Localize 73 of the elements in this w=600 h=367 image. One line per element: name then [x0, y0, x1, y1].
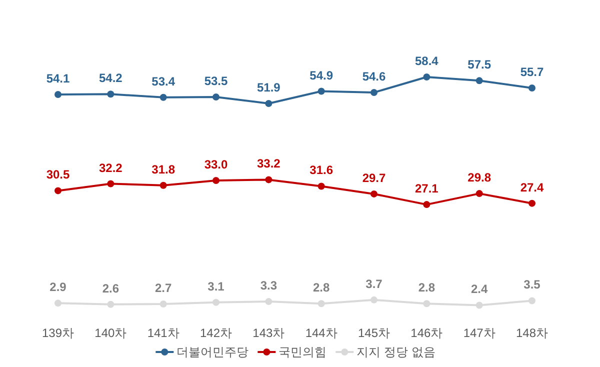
point [528, 84, 536, 92]
point [212, 93, 220, 100]
point [370, 296, 378, 304]
data-label: 2.4 [470, 282, 488, 296]
point [54, 187, 62, 194]
x-tick-label: 146차 [410, 326, 443, 340]
point [476, 190, 483, 198]
point [476, 302, 483, 309]
data-label: 29.8 [468, 170, 492, 185]
x-tick-label: 148차 [516, 326, 548, 340]
point [107, 300, 114, 308]
point [160, 300, 167, 308]
x-tick-label: 141차 [147, 326, 180, 340]
data-label: 2.8 [312, 280, 330, 295]
point [54, 91, 62, 98]
data-label: 29.7 [362, 170, 386, 185]
point [265, 100, 272, 107]
point [212, 298, 220, 306]
point [318, 300, 325, 308]
data-label: 32.2 [98, 160, 123, 175]
legend-label: 지지 정당 없음 [356, 345, 436, 359]
data-label: 33.0 [204, 158, 228, 172]
data-label: 31.6 [310, 163, 334, 178]
data-label: 27.4 [520, 180, 544, 194]
x-tick-label: 144차 [305, 326, 338, 340]
data-label: 54.6 [362, 69, 386, 84]
data-label: 54.1 [46, 72, 70, 86]
point [265, 298, 272, 306]
data-label: 2.9 [50, 280, 67, 294]
point [370, 88, 378, 96]
point [528, 297, 536, 304]
data-label: 53.4 [152, 74, 176, 88]
data-label: 3.7 [366, 276, 383, 291]
data-label: 27.1 [414, 182, 439, 196]
data-label: 54.2 [98, 71, 123, 86]
point [212, 177, 220, 184]
point [160, 182, 167, 189]
data-label: 51.9 [256, 80, 281, 94]
x-tick-label: 139차 [42, 326, 74, 340]
point [423, 74, 430, 80]
x-tick-label: 147차 [463, 326, 496, 340]
data-label: 31.8 [152, 162, 176, 176]
point [528, 200, 536, 207]
point [318, 182, 325, 190]
x-tick-label: 142차 [200, 326, 232, 340]
data-label: 3.5 [524, 278, 541, 292]
legend-label: 국민의힘 [278, 345, 327, 359]
point [107, 180, 114, 188]
point [54, 300, 62, 307]
point [423, 201, 430, 208]
x-tick-label: 140차 [94, 326, 127, 340]
point [265, 176, 272, 184]
x-tick-label: 145차 [358, 326, 390, 340]
data-label: 58.4 [414, 54, 439, 68]
data-label: 57.5 [468, 58, 492, 72]
point [370, 190, 378, 198]
data-label: 2.7 [154, 280, 172, 295]
data-label: 33.2 [256, 156, 281, 171]
data-label: 54.9 [310, 68, 334, 82]
data-label: 55.7 [520, 65, 544, 80]
point [318, 88, 325, 95]
data-label: 3.1 [208, 279, 225, 294]
point [160, 94, 167, 101]
data-label: 30.5 [46, 168, 70, 182]
data-label: 2.6 [102, 281, 120, 296]
point [476, 77, 483, 84]
x-tick-label: 143차 [252, 326, 285, 340]
legend-label: 더불어민주당 [176, 345, 249, 359]
point [423, 300, 430, 308]
data-label: 53.5 [204, 74, 228, 88]
data-label: 3.3 [260, 278, 278, 293]
data-label: 2.8 [418, 280, 436, 295]
point [107, 90, 114, 98]
